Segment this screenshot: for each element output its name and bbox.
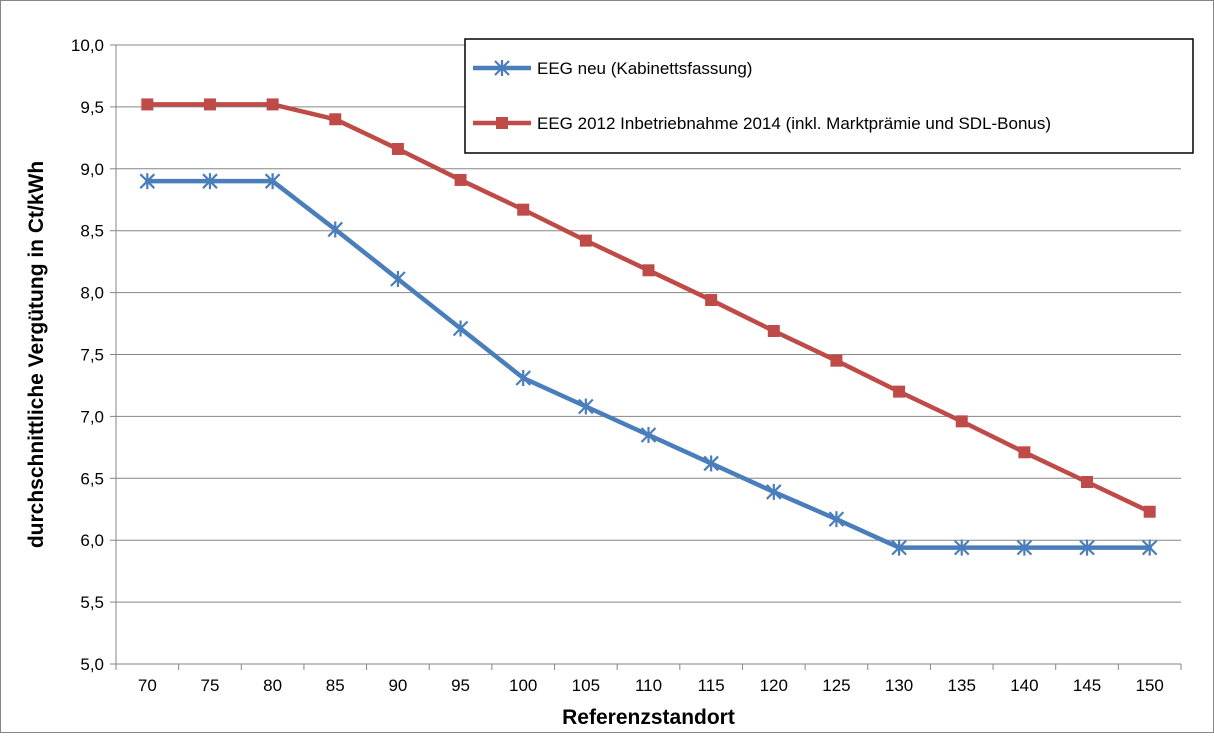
legend: EEG neu (Kabinettsfassung) EEG 2012 Inbet… [464, 38, 1194, 154]
series-1 [139, 173, 1158, 556]
y-tick-label: 8,0 [80, 284, 104, 303]
data-point [1079, 539, 1095, 556]
x-tick-label: 130 [885, 676, 913, 695]
x-tick-label: 95 [451, 676, 470, 695]
legend-label: EEG neu (Kabinettsfassung) [537, 59, 752, 78]
x-tick-label: 70 [138, 676, 157, 695]
series-layer [139, 98, 1158, 556]
data-point [1018, 446, 1031, 459]
data-point [266, 98, 279, 111]
axes [110, 44, 1182, 670]
data-point [1141, 539, 1158, 556]
x-tick-label: 115 [698, 676, 725, 695]
legend-label: EEG 2012 Inbetriebnahme 2014 (inkl. Mark… [537, 114, 1051, 133]
y-tick-label: 7,5 [80, 346, 104, 365]
x-tick-label: 105 [572, 676, 600, 695]
data-point [454, 173, 467, 186]
x-tick-label: 120 [760, 676, 788, 695]
legend-box [464, 38, 1194, 154]
data-point [494, 60, 510, 76]
y-tick-label: 5,5 [80, 593, 104, 612]
data-point [1016, 539, 1033, 556]
x-tick-label: 150 [1135, 676, 1163, 695]
y-axis-tick-labels: 5,0 5,5 6,0 6,5 7,0 7,5 8,0 8,5 9,0 9,5 10,0 [71, 36, 104, 674]
data-point [264, 173, 281, 190]
x-tick-label: 80 [263, 676, 282, 695]
y-tick-label: 7,0 [80, 407, 104, 426]
x-tick-label: 140 [1010, 676, 1038, 695]
data-point [1081, 476, 1094, 489]
series-2 [141, 98, 1156, 518]
y-tick-label: 9,5 [80, 98, 104, 117]
data-point [891, 539, 907, 556]
data-point [955, 415, 968, 428]
x-tick-label: 145 [1073, 676, 1101, 695]
data-point [579, 234, 592, 247]
y-tick-label: 9,0 [80, 160, 104, 179]
data-point [452, 320, 469, 337]
data-point [139, 173, 156, 190]
x-tick-label: 90 [388, 676, 407, 695]
data-point [202, 173, 218, 190]
data-point [830, 354, 843, 367]
data-point [705, 294, 718, 307]
data-point [329, 113, 342, 126]
data-point [767, 324, 780, 337]
x-tick-label: 75 [201, 676, 220, 695]
x-tick-label: 135 [948, 676, 976, 695]
x-tick-label: 125 [822, 676, 850, 695]
y-tick-label: 6,0 [80, 531, 104, 550]
y-tick-label: 5,0 [80, 655, 104, 674]
data-point [515, 370, 531, 387]
data-point [766, 483, 782, 500]
data-point [893, 385, 906, 398]
data-point [496, 117, 508, 129]
data-point [703, 455, 719, 472]
y-tick-label: 8,5 [80, 222, 104, 241]
data-point [517, 203, 530, 216]
data-point [1143, 505, 1156, 518]
legend-item-1: EEG neu (Kabinettsfassung) [473, 59, 752, 78]
data-point [141, 98, 154, 111]
data-point [642, 264, 655, 277]
data-point [203, 98, 216, 111]
data-point [578, 398, 594, 415]
x-tick-label: 110 [635, 676, 662, 695]
data-point [953, 539, 970, 556]
y-tick-label: 6,5 [80, 469, 104, 488]
y-axis-title: durchschnittliche Vergütung in Ct/kWh [25, 161, 48, 548]
data-point [327, 221, 344, 238]
legend-items: EEG neu (Kabinettsfassung) EEG 2012 Inbet… [473, 59, 1051, 133]
x-axis-title: Referenzstandort [562, 706, 735, 729]
data-point [640, 426, 657, 443]
x-tick-label: 85 [326, 676, 345, 695]
x-axis-tick-labels: 70 75 80 85 90 95 100 105 110 115 120 125 130 135 140 1… [138, 676, 1164, 695]
x-tick-label: 100 [509, 676, 537, 695]
data-point [828, 511, 845, 528]
data-point [391, 142, 404, 155]
legend-item-2: EEG 2012 Inbetriebnahme 2014 (inkl. Mark… [473, 114, 1051, 133]
y-tick-label: 10,0 [71, 36, 104, 55]
data-point [390, 270, 406, 287]
